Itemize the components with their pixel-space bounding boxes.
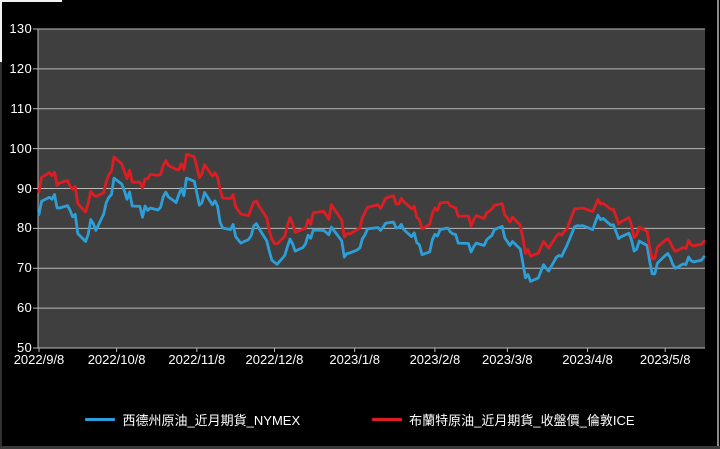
legend-label-brent: 布蘭特原油_近月期貨_收盤價_倫敦ICE xyxy=(409,413,635,428)
wti-series-line xyxy=(37,176,706,283)
legend-item-wti: 西德州原油_近月期貨_NYMEX xyxy=(85,410,300,429)
window-border-left-accent xyxy=(0,0,2,62)
x-tick-label: 2022/9/8 xyxy=(13,352,65,367)
y-tick-label: 80 xyxy=(16,220,32,236)
wti-line-swatch xyxy=(85,418,116,421)
window-border-top-accent xyxy=(0,0,62,2)
x-tick-label: 2022/10/8 xyxy=(87,352,146,367)
x-tick-label: 2023/3/8 xyxy=(482,352,533,367)
y-tick-label: 120 xyxy=(9,60,32,76)
y-tick-label: 110 xyxy=(10,100,32,116)
y-tick-label: 70 xyxy=(16,260,32,276)
window-border-bottom xyxy=(0,446,720,449)
x-tick-label: 2023/4/8 xyxy=(562,352,613,367)
window-border-right xyxy=(717,0,719,449)
legend-label-wti: 西德州原油_近月期貨_NYMEX xyxy=(122,413,301,428)
x-tick-label: 2022/11/8 xyxy=(168,352,226,367)
brent-line-swatch xyxy=(372,418,403,421)
y-tick-label: 130 xyxy=(9,21,32,36)
legend-item-brent: 布蘭特原油_近月期貨_收盤價_倫敦ICE xyxy=(372,410,635,429)
y-tick-label: 60 xyxy=(16,300,32,316)
legend: 西德州原油_近月期貨_NYMEX 布蘭特原油_近月期貨_收盤價_倫敦ICE xyxy=(0,410,720,429)
y-tick-label: 100 xyxy=(9,140,32,156)
x-tick-label: 2023/2/8 xyxy=(409,352,461,367)
window-border-left xyxy=(0,0,2,449)
y-tick-label: 90 xyxy=(16,180,32,196)
x-tick-label: 2022/12/8 xyxy=(245,352,304,367)
x-tick-label: 2023/5/8 xyxy=(639,352,691,367)
x-tick-label: 2023/1/8 xyxy=(329,352,380,367)
y-tick-label: 50 xyxy=(16,340,32,355)
brent-series-line xyxy=(37,152,706,261)
